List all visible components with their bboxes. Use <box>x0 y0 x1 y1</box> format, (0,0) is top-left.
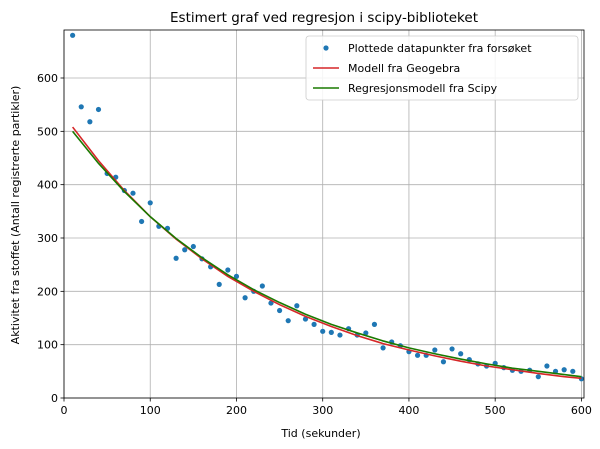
y-tick-label: 300 <box>37 232 58 245</box>
data-point <box>458 351 464 357</box>
x-tick-label: 200 <box>226 404 247 417</box>
y-tick-label: 500 <box>37 125 58 138</box>
legend-entry: Regresjonsmodell fra Scipy <box>348 82 498 95</box>
data-point <box>216 281 222 287</box>
plot-frame <box>63 29 585 399</box>
y-tick-label: 0 <box>51 392 58 405</box>
data-point <box>535 374 541 380</box>
data-point <box>95 106 102 113</box>
x-tick-label: 100 <box>140 404 161 417</box>
y-tick-label: 200 <box>37 285 58 298</box>
x-tick-label: 500 <box>485 404 506 417</box>
data-point <box>182 247 188 253</box>
data-point <box>130 190 136 196</box>
x-axis-ticks: 0 100 200 300 400 500 600 <box>61 398 592 417</box>
data-point <box>432 347 438 353</box>
legend-entry: Plottede datapunkter fra forsøket <box>348 42 532 55</box>
x-tick-label: 400 <box>398 404 419 417</box>
data-point <box>320 328 326 334</box>
data-point <box>440 359 447 365</box>
data-point <box>294 303 300 309</box>
data-point <box>570 368 576 374</box>
y-axis-label: Aktivitet fra stoffet (Antall registrert… <box>9 86 22 345</box>
data-point <box>139 218 145 225</box>
chart-title: Estimert graf ved regresjon i scipy-bibl… <box>170 10 478 26</box>
data-point <box>371 321 378 327</box>
x-axis-label: Tid (sekunder) <box>280 427 360 440</box>
data-point <box>561 367 567 373</box>
x-tick-label: 0 <box>61 404 68 417</box>
legend-marker <box>323 45 329 51</box>
legend: Plottede datapunkter fra forsøket Modell … <box>305 35 579 101</box>
data-point <box>380 345 386 351</box>
data-point <box>276 307 283 314</box>
model-line <box>71 126 582 380</box>
y-tick-label: 100 <box>37 339 58 352</box>
x-tick-label: 600 <box>571 404 592 417</box>
y-tick-label: 600 <box>37 72 58 85</box>
data-point <box>311 321 317 327</box>
data-point <box>233 273 240 279</box>
y-axis-ticks: 0 100 200 300 400 500 600 <box>37 72 64 405</box>
data-point <box>70 32 76 38</box>
data-point <box>328 329 334 335</box>
data-point <box>173 255 179 261</box>
data-point <box>87 119 93 125</box>
data-point <box>285 318 291 324</box>
data-point <box>225 267 231 273</box>
y-tick-label: 400 <box>37 179 58 192</box>
data-point <box>78 104 84 110</box>
data-point <box>259 283 265 289</box>
data-point <box>363 330 369 336</box>
model-line <box>71 130 582 378</box>
legend-entry: Modell fra Geogebra <box>348 62 460 75</box>
legend-box <box>305 35 579 101</box>
series-layer <box>70 32 585 382</box>
data-point <box>544 363 550 369</box>
data-point <box>190 243 196 250</box>
x-tick-label: 300 <box>312 404 333 417</box>
data-point <box>242 295 248 301</box>
data-point <box>414 352 421 358</box>
data-point <box>337 332 343 338</box>
data-point <box>449 346 455 352</box>
data-point <box>147 200 153 206</box>
